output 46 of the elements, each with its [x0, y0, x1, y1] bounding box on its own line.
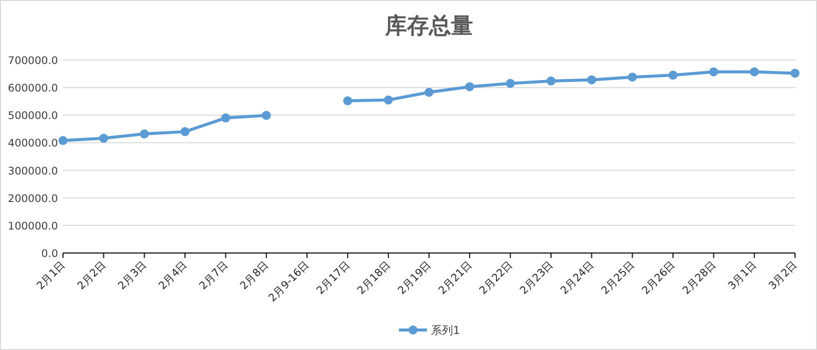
point	[180, 127, 190, 136]
x-tick-label: 2月17日	[314, 258, 353, 297]
y-tick-label: 500000.0	[8, 110, 58, 122]
x-tick-label: 3月1日	[726, 258, 760, 292]
x-tick-label: 2月28日	[680, 258, 719, 297]
x-tick-label: 2月7日	[197, 258, 231, 292]
x-tick-label: 2月24日	[558, 258, 597, 297]
point	[709, 67, 718, 76]
point	[790, 68, 800, 78]
y-tick-label: 100000.0	[8, 220, 58, 232]
y-tick-label: 400000.0	[8, 138, 58, 150]
point	[628, 72, 637, 82]
y-tick-label: 300000.0	[8, 165, 58, 178]
x-tick-label: 2月26日	[640, 258, 678, 297]
y-tick-label: 600000.0	[8, 82, 58, 95]
point	[546, 76, 556, 86]
x-tick-label: 2月8日	[238, 258, 272, 292]
x-tick-label: 2月23日	[518, 258, 556, 297]
point	[668, 70, 678, 80]
x-tick-label: 2月22日	[477, 258, 516, 297]
point	[587, 75, 596, 84]
x-tick-label: 2月4日	[156, 258, 190, 292]
x-tick-label: 2月25日	[599, 258, 638, 297]
point	[384, 95, 393, 104]
x-tick-label: 2月3日	[116, 258, 150, 292]
y-tick-label: 0.0	[41, 248, 58, 260]
point	[221, 113, 230, 122]
x-tick-label: 3月2日	[766, 258, 800, 292]
point	[506, 78, 515, 88]
point	[140, 129, 149, 138]
chart-title: 库存总量	[384, 13, 473, 39]
point	[343, 96, 352, 106]
point	[58, 136, 68, 146]
point	[99, 134, 108, 143]
point	[424, 88, 434, 97]
x-tick-label: 2月2日	[75, 258, 109, 292]
x-tick-label: 2月1日	[34, 258, 68, 292]
x-tick-label: 2月21日	[436, 258, 475, 297]
point	[465, 82, 474, 92]
legend-label: 系列1	[431, 324, 460, 337]
x-tick-label: 2月18日	[355, 258, 394, 297]
x-tick-label: 2月19日	[396, 258, 434, 297]
y-tick-label: 700000.0	[8, 55, 58, 67]
y-tick-label: 200000.0	[8, 192, 58, 205]
point	[750, 67, 759, 76]
point	[262, 110, 271, 120]
